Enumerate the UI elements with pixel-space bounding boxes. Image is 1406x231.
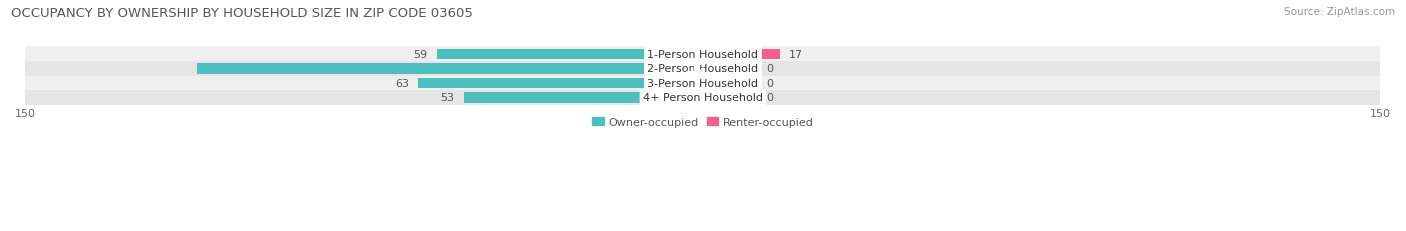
Bar	[25, 47, 1381, 62]
Text: 59: 59	[413, 49, 427, 60]
Text: 1-Person Household: 1-Person Household	[648, 49, 758, 60]
Bar	[25, 91, 1381, 105]
Bar	[703, 93, 758, 103]
Bar	[436, 49, 703, 60]
Text: 2-Person Household: 2-Person Household	[647, 64, 759, 74]
Bar	[464, 93, 703, 103]
Bar	[703, 78, 758, 89]
Text: 112: 112	[685, 64, 706, 74]
Text: 0: 0	[766, 79, 773, 88]
Bar	[197, 64, 703, 74]
Bar	[419, 78, 703, 89]
Text: 0: 0	[766, 64, 773, 74]
Bar	[703, 64, 758, 74]
Bar	[25, 62, 1381, 76]
Text: 3-Person Household: 3-Person Household	[648, 79, 758, 88]
Text: Source: ZipAtlas.com: Source: ZipAtlas.com	[1284, 7, 1395, 17]
Text: 17: 17	[789, 49, 803, 60]
Bar	[703, 49, 780, 60]
Text: 4+ Person Household: 4+ Person Household	[643, 93, 763, 103]
Bar	[25, 76, 1381, 91]
Legend: Owner-occupied, Renter-occupied: Owner-occupied, Renter-occupied	[588, 112, 818, 132]
Text: 53: 53	[440, 93, 454, 103]
Text: OCCUPANCY BY OWNERSHIP BY HOUSEHOLD SIZE IN ZIP CODE 03605: OCCUPANCY BY OWNERSHIP BY HOUSEHOLD SIZE…	[11, 7, 474, 20]
Text: 0: 0	[766, 93, 773, 103]
Text: 63: 63	[395, 79, 409, 88]
